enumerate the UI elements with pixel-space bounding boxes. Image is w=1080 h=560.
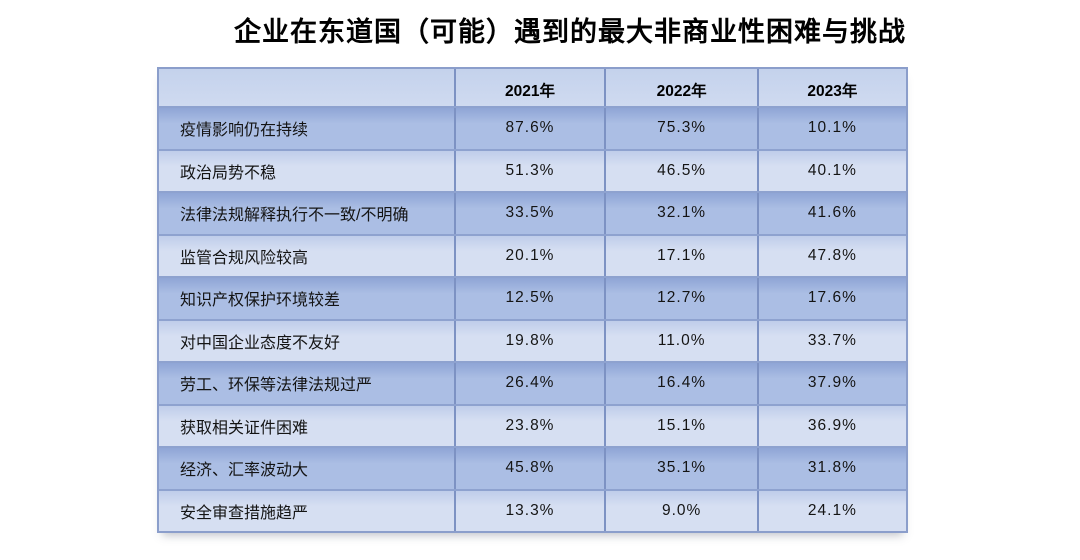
row-label: 疫情影响仍在持续 — [159, 108, 456, 149]
table-row: 安全审查措施趋严 13.3% 9.0% 24.1% — [159, 488, 906, 531]
row-value: 51.3% — [456, 150, 607, 191]
challenges-table: 2021年 2022年 2023年 疫情影响仍在持续 87.6% 75.3% 10.1… — [157, 67, 908, 533]
row-value: 26.4% — [456, 363, 607, 404]
row-label: 政治局势不稳 — [159, 150, 456, 191]
row-value: 9.0% — [606, 490, 759, 531]
row-value: 15.1% — [606, 405, 759, 446]
table-body: 疫情影响仍在持续 87.6% 75.3% 10.1% 政治局势不稳 51.3% 46.5% 4… — [159, 106, 906, 531]
row-value: 17.1% — [606, 235, 759, 276]
row-value: 75.3% — [606, 108, 759, 149]
row-label: 经济、汇率波动大 — [159, 448, 456, 489]
row-value: 31.8% — [807, 459, 857, 477]
row-label: 获取相关证件困难 — [159, 405, 456, 446]
row-value: 17.6% — [807, 289, 857, 307]
row-value: 13.3% — [456, 490, 607, 531]
row-value: 33.7% — [807, 331, 857, 349]
header-cell-empty — [159, 69, 456, 106]
header-cell-year-2021: 2021年 — [456, 69, 607, 106]
row-value: 41.6% — [807, 204, 857, 222]
row-value: 11.0% — [606, 320, 759, 361]
row-label: 知识产权保护环境较差 — [159, 278, 456, 319]
row-value: 20.1% — [456, 235, 607, 276]
row-value: 16.4% — [606, 363, 759, 404]
row-label: 安全审查措施趋严 — [159, 490, 456, 531]
row-value: 32.1% — [606, 193, 759, 234]
table-row: 政治局势不稳 51.3% 46.5% 40.1% — [159, 148, 906, 191]
row-value: 46.5% — [606, 150, 759, 191]
table-row: 劳工、环保等法律法规过严 26.4% 16.4% 37.9% — [159, 361, 906, 404]
row-value: 35.1% — [606, 448, 759, 489]
header-cell-year-2023: 2023年 — [807, 83, 858, 100]
row-value: 19.8% — [456, 320, 607, 361]
table-header-row: 2021年 2022年 2023年 — [159, 69, 906, 106]
row-value: 33.5% — [456, 193, 607, 234]
table-row: 监管合规风险较高 20.1% 17.1% 47.8% — [159, 233, 906, 276]
row-value: 23.8% — [456, 405, 607, 446]
row-label: 法律法规解释执行不一致/不明确 — [159, 193, 456, 234]
row-value: 87.6% — [456, 108, 607, 149]
table-row: 对中国企业态度不友好 19.8% 11.0% 33.7% — [159, 318, 906, 361]
table-row: 经济、汇率波动大 45.8% 35.1% 31.8% — [159, 446, 906, 489]
row-value: 24.1% — [807, 501, 857, 519]
row-value: 40.1% — [807, 161, 857, 179]
row-value: 36.9% — [807, 416, 857, 434]
page-title: 企业在东道国（可能）遇到的最大非商业性困难与挑战 — [234, 17, 906, 47]
row-value: 47.8% — [807, 246, 857, 264]
row-label: 监管合规风险较高 — [159, 235, 456, 276]
row-label: 劳工、环保等法律法规过严 — [159, 363, 456, 404]
header-cell-year-2022: 2022年 — [606, 69, 759, 106]
row-label: 对中国企业态度不友好 — [159, 320, 456, 361]
row-value: 12.5% — [456, 278, 607, 319]
table-row: 法律法规解释执行不一致/不明确 33.5% 32.1% 41.6% — [159, 191, 906, 234]
table-row: 获取相关证件困难 23.8% 15.1% 36.9% — [159, 403, 906, 446]
table-row: 疫情影响仍在持续 87.6% 75.3% 10.1% — [159, 106, 906, 149]
row-value: 12.7% — [606, 278, 759, 319]
row-value: 37.9% — [807, 374, 857, 392]
table-row: 知识产权保护环境较差 12.5% 12.7% 17.6% — [159, 276, 906, 319]
row-value: 45.8% — [456, 448, 607, 489]
row-value: 10.1% — [807, 119, 857, 137]
